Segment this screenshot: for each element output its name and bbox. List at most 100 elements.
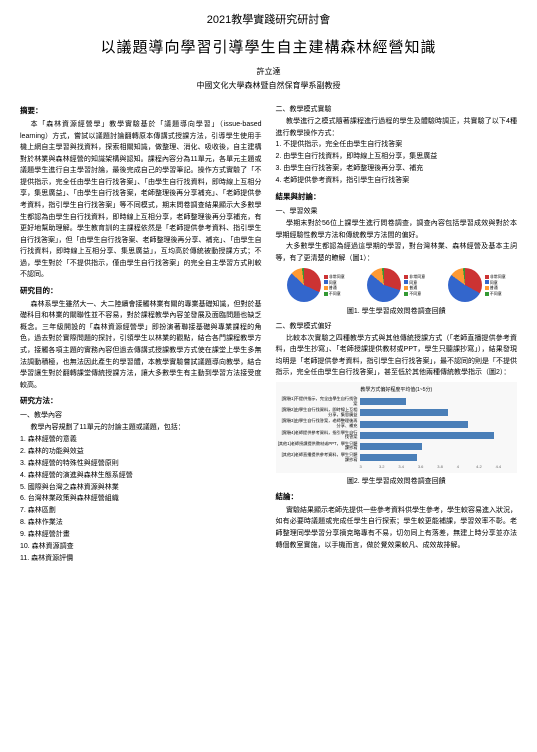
survey-text: 學期末對於56位上課學生進行問卷調查，調查內容包括學習成效與對於本學期經驗性教學… [276, 218, 518, 241]
bar-fill [360, 409, 448, 416]
figure-1-caption: 圖1. 學生學習成效問卷調查回饋 [276, 306, 518, 317]
mode-item: 1. 不提供指示，完全任由學生自行找答案 [276, 139, 518, 151]
bar-fill [360, 421, 469, 428]
legend-label: 非常同意 [409, 274, 425, 279]
conclusion-heading: 結論： [276, 491, 518, 503]
bar-label: [實驗2]由學生自行找資料，即時線上互相分享，集思廣益 [278, 408, 360, 417]
bar-label: [實驗3]由學生自行找答案，老師整理後再分享、補充 [278, 419, 360, 428]
axis-tick: 3.8 [437, 464, 456, 470]
legend-label: 普通 [329, 285, 337, 290]
bar-track [360, 421, 516, 428]
figure-2-caption: 圖2. 學生學習成效問卷調查回饋 [276, 476, 518, 487]
unit-item: 7. 森林區劃 [20, 505, 262, 517]
method-heading: 研究方法： [20, 395, 262, 407]
legend-swatch [324, 275, 328, 279]
bar-chart-title: 教學方式偏好程度平均值(1~5分) [278, 386, 516, 394]
bar-row: [其他2]老師直播提供參考資料，學生只聽課抄寫 [278, 453, 516, 462]
unit-item: 9. 森林經營計畫 [20, 529, 262, 541]
bar-fill [360, 443, 422, 450]
bar-track [360, 432, 516, 439]
mode-item: 4. 老師提供參考資料，指引學生自行找答案 [276, 175, 518, 187]
legend-label: 非常同意 [490, 274, 506, 279]
bar-chart-axis: 33.23.43.63.844.24.4 [360, 464, 516, 470]
bar-track [360, 443, 516, 450]
pie-legend: 非常同意同意普通不同意 [404, 274, 425, 297]
legend-label: 不同意 [329, 291, 341, 296]
axis-tick: 3.2 [379, 464, 398, 470]
right-column: 二、教學模式實驗 教學進行之模式隨著課程進行過程的學生及體驗時調正，共實驗了以下… [276, 101, 518, 565]
bar-chart-body: [實驗1]不提供指示，完全由學生自行找答案 [實驗2]由學生自行找資料，即時線上互… [278, 397, 516, 462]
legend-swatch [485, 286, 489, 290]
legend-label: 不同意 [490, 291, 502, 296]
bar-row: [實驗4]老師提供參考資料，指引學生自行找答案 [278, 431, 516, 440]
legend-swatch [404, 280, 408, 284]
mode-item: 2. 由學生自行找資料，即時線上互相分享，集思廣益 [276, 151, 518, 163]
bar-row: [實驗1]不提供指示，完全由學生自行找答案 [278, 397, 516, 406]
pie-legend: 非常同意同意普通不同意 [324, 274, 345, 297]
unit-item: 1. 森林經營的意義 [20, 434, 262, 446]
legend-swatch [485, 280, 489, 284]
bar-row: [實驗2]由學生自行找資料，即時線上互相分享，集思廣益 [278, 408, 516, 417]
axis-tick: 4.2 [476, 464, 495, 470]
axis-tick: 3.6 [418, 464, 437, 470]
axis-tick: 3.4 [398, 464, 417, 470]
paper-title: 以議題導向學習引導學生自主建構森林經營知識 [20, 36, 517, 60]
unit-item: 6. 台灣林業政策與森林經營組織 [20, 493, 262, 505]
bar-label: [其他1]老師授課提供教材或PPT，學生只聽課抄寫 [278, 442, 360, 451]
abstract-heading: 摘要： [20, 105, 262, 117]
mode-item: 3. 由學生自行找答案，老師整理後再分享、補充 [276, 163, 518, 175]
preference-text: 比較本次實驗之四種教學方式與其他傳統授課方式（「老師直播提供參考資料，由學生抄寫… [276, 333, 518, 379]
conclusion-text: 實驗結果顯示老師先提供一些參考資料供學生參考，學生較容易進入狀況，如有必要時議題… [276, 505, 518, 551]
bar-label: [實驗1]不提供指示，完全由學生自行找答案 [278, 397, 360, 406]
unit-list: 1. 森林經營的意義2. 森林的功能與效益3. 森林經營的特殊性與經營原則4. … [20, 434, 262, 565]
conference-name: 2021教學實踐研究研討會 [20, 12, 517, 30]
bar-fill [360, 398, 407, 405]
pie-legend: 非常同意同意普通不同意 [485, 274, 506, 297]
content-intro: 教學內容規劃了11單元的討論主題或議題，包括： [20, 422, 262, 434]
bar-chart: 教學方式偏好程度平均值(1~5分) [實驗1]不提供指示，完全由學生自行找答案[… [276, 382, 518, 473]
unit-item: 10. 森林資源調查 [20, 541, 262, 553]
legend-swatch [324, 286, 328, 290]
legend-swatch [324, 292, 328, 296]
results-heading: 結果與討論： [276, 191, 518, 203]
legend-swatch [404, 292, 408, 296]
unit-item: 11. 森林資源評價 [20, 553, 262, 565]
bar-label: [實驗4]老師提供參考資料，指引學生自行找答案 [278, 431, 360, 440]
pie-chart: 非常同意同意普通不同意 [287, 268, 345, 302]
legend-label: 不同意 [409, 291, 421, 296]
bar-fill [360, 454, 417, 461]
legend-swatch [485, 275, 489, 279]
experiment-heading: 二、教學模式實驗 [276, 104, 518, 115]
pie-slice [287, 268, 321, 302]
purpose-text: 森林系學生雖然大一、大二陸續會接觸林業有關的專業基礎知識，但對於基礎科目和林業的… [20, 299, 262, 391]
bar-label: [其他2]老師直播提供參考資料，學生只聽課抄寫 [278, 453, 360, 462]
legend-swatch [404, 286, 408, 290]
preference-heading: 二、教學模式偏好 [276, 321, 518, 332]
survey-text-2: 大多數學生都認為經過這學期的學習，對台灣林業、森林經營及基本主詞等，有了更清楚的… [276, 241, 518, 264]
axis-tick: 4.4 [496, 464, 515, 470]
pie-slice [367, 268, 401, 302]
unit-item: 8. 森林作業法 [20, 517, 262, 529]
mode-list: 1. 不提供指示，完全任由學生自行找答案2. 由學生自行找資料，即時線上互相分享… [276, 139, 518, 187]
survey-heading: 一、學習效果 [276, 206, 518, 217]
left-column: 摘要： 本「森林資源經營學」教學實驗基於「議題導向學習」（issue-based… [20, 101, 262, 565]
unit-item: 4. 森林經營的演進與森林生態系經營 [20, 470, 262, 482]
bar-fill [360, 432, 495, 439]
pie-chart: 非常同意同意普通不同意 [367, 268, 425, 302]
author-affiliation: 中國文化大學森林暨自然保育學系副教授 [20, 80, 517, 93]
unit-item: 5. 國際與台灣之森林資源與林業 [20, 482, 262, 494]
abstract-text: 本「森林資源經營學」教學實驗基於「議題導向學習」（issue-based lea… [20, 119, 262, 281]
legend-label: 普通 [490, 285, 498, 290]
legend-swatch [485, 292, 489, 296]
content-subheading: 一、教學內容 [20, 410, 262, 421]
author-name: 許立達 [20, 66, 517, 79]
experiment-intro: 教學進行之模式隨著課程進行過程的學生及體驗時調正，共實驗了以下4種進行教學操作方… [276, 116, 518, 139]
bar-track [360, 398, 516, 405]
legend-label: 非常同意 [329, 274, 345, 279]
pie-charts: 非常同意同意普通不同意 非常同意同意普通不同意 非常同意同意普通不同意 [276, 268, 518, 302]
purpose-heading: 研究目的： [20, 285, 262, 297]
pie-slice [448, 268, 482, 302]
unit-item: 3. 森林經營的特殊性與經營原則 [20, 458, 262, 470]
axis-tick: 4 [457, 464, 476, 470]
bar-row: [實驗3]由學生自行找答案，老師整理後再分享、補充 [278, 419, 516, 428]
